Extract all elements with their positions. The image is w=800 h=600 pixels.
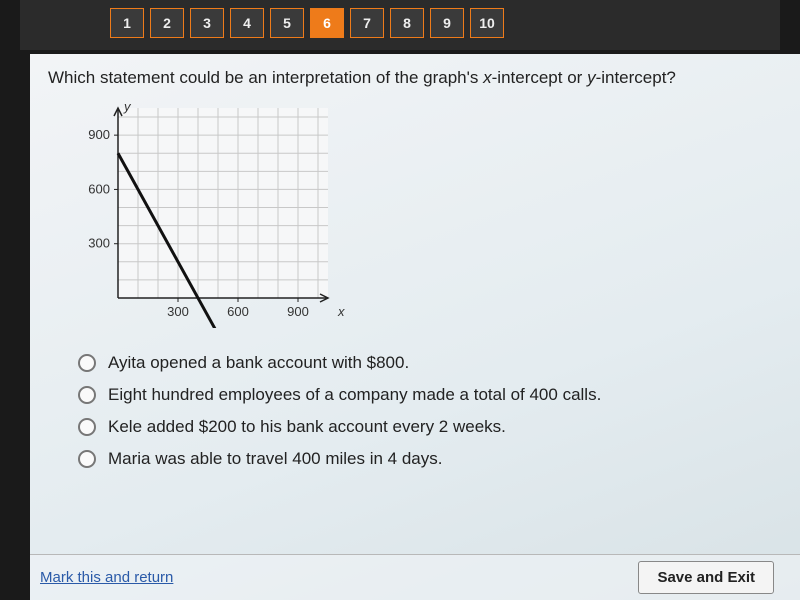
question-var-y: y bbox=[587, 68, 596, 87]
question-part: Which statement could be an interpretati… bbox=[48, 68, 483, 87]
question-nav: 12345678910 bbox=[20, 0, 780, 50]
radio-icon[interactable] bbox=[78, 450, 96, 468]
question-text: Which statement could be an interpretati… bbox=[48, 68, 782, 88]
option-label: Ayita opened a bank account with $800. bbox=[108, 353, 409, 373]
nav-question-5[interactable]: 5 bbox=[270, 8, 304, 38]
nav-question-3[interactable]: 3 bbox=[190, 8, 224, 38]
question-var-x: x bbox=[483, 68, 492, 87]
footer-bar: Mark this and return Save and Exit bbox=[30, 554, 800, 600]
nav-question-8[interactable]: 8 bbox=[390, 8, 424, 38]
svg-text:x: x bbox=[337, 304, 345, 319]
nav-question-2[interactable]: 2 bbox=[150, 8, 184, 38]
option-label: Maria was able to travel 400 miles in 4 … bbox=[108, 449, 443, 469]
answer-options: Ayita opened a bank account with $800. Ei… bbox=[78, 347, 782, 475]
radio-icon[interactable] bbox=[78, 354, 96, 372]
nav-question-9[interactable]: 9 bbox=[430, 8, 464, 38]
nav-question-6[interactable]: 6 bbox=[310, 8, 344, 38]
svg-text:600: 600 bbox=[227, 304, 249, 319]
app-frame: 12345678910 Which statement could be an … bbox=[0, 0, 800, 600]
nav-question-4[interactable]: 4 bbox=[230, 8, 264, 38]
option-row[interactable]: Eight hundred employees of a company mad… bbox=[78, 379, 782, 411]
svg-text:900: 900 bbox=[287, 304, 309, 319]
mark-return-link[interactable]: Mark this and return bbox=[40, 569, 173, 586]
option-label: Kele added $200 to his bank account ever… bbox=[108, 417, 506, 437]
svg-text:900: 900 bbox=[88, 127, 110, 142]
option-row[interactable]: Kele added $200 to his bank account ever… bbox=[78, 411, 782, 443]
nav-question-10[interactable]: 10 bbox=[470, 8, 504, 38]
option-row[interactable]: Ayita opened a bank account with $800. bbox=[78, 347, 782, 379]
graph-svg: 300600900300600900xy bbox=[68, 98, 348, 328]
option-label: Eight hundred employees of a company mad… bbox=[108, 385, 601, 405]
nav-question-7[interactable]: 7 bbox=[350, 8, 384, 38]
save-exit-button[interactable]: Save and Exit bbox=[638, 561, 774, 594]
question-part: -intercept? bbox=[596, 68, 676, 87]
graph: 300600900300600900xy bbox=[68, 98, 782, 333]
svg-text:600: 600 bbox=[88, 181, 110, 196]
content-panel: Which statement could be an interpretati… bbox=[30, 54, 800, 600]
radio-icon[interactable] bbox=[78, 418, 96, 436]
svg-text:300: 300 bbox=[167, 304, 189, 319]
svg-text:300: 300 bbox=[88, 236, 110, 251]
nav-question-1[interactable]: 1 bbox=[110, 8, 144, 38]
question-part: -intercept or bbox=[492, 68, 587, 87]
radio-icon[interactable] bbox=[78, 386, 96, 404]
option-row[interactable]: Maria was able to travel 400 miles in 4 … bbox=[78, 443, 782, 475]
